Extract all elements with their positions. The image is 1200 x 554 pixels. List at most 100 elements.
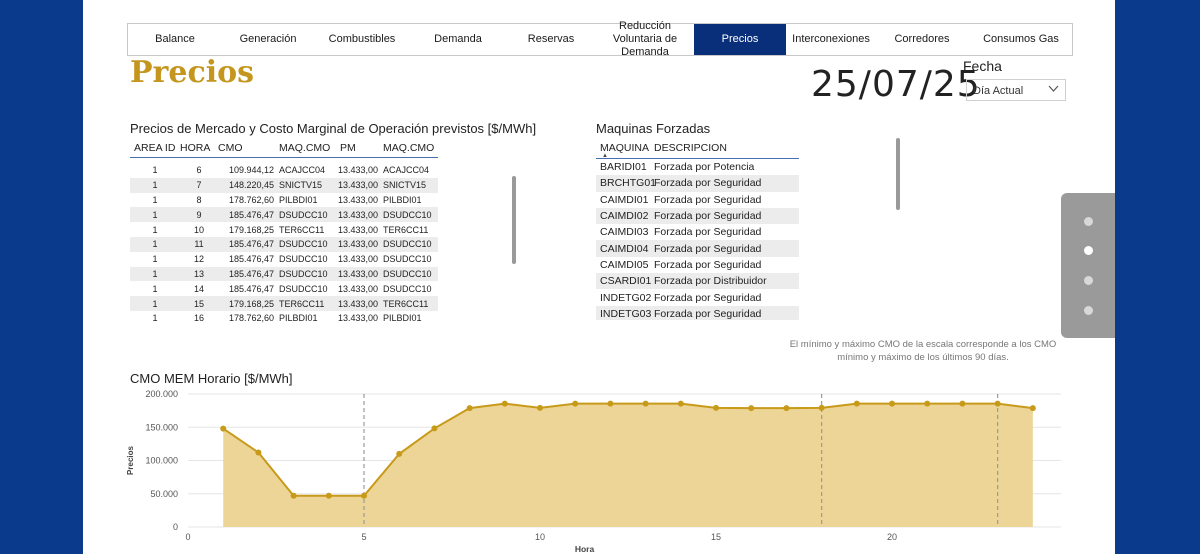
table-row[interactable]: INDETG03 Forzada por Seguridad	[596, 305, 799, 320]
table-row[interactable]: 1 16 178.762,60 PILBDI01 13.433,00 PILBDI01	[130, 311, 438, 326]
data-point[interactable]	[713, 404, 720, 411]
cell-cmo: 185.476,47	[228, 209, 274, 220]
table-row[interactable]: CAIMDI01 Forzada por Seguridad	[596, 192, 799, 208]
cell-cmo: 179.168,25	[228, 224, 274, 235]
data-point[interactable]	[677, 400, 684, 407]
maq-table-scrollbar[interactable]	[896, 138, 900, 210]
data-point[interactable]	[431, 425, 438, 432]
prices-table-body: 1 6 109.944,12 ACAJCC04 13.433,00 ACAJCC04 1 7 1…	[130, 163, 438, 326]
data-point[interactable]	[642, 400, 649, 407]
y-tick-label: 200.000	[145, 389, 178, 399]
tab-interconexiones[interactable]: Interconexiones	[792, 33, 870, 45]
cell-maq-cmo: SNICTV15	[279, 180, 323, 191]
data-point[interactable]	[783, 405, 790, 412]
cell-hora: 7	[196, 180, 202, 191]
table-row[interactable]: CAIMDI04 Forzada por Seguridad	[596, 240, 799, 257]
cell-maquina: CSARDI01	[600, 275, 652, 288]
cell-area-id: 1	[152, 194, 158, 205]
cell-cmo: 179.168,25	[228, 298, 274, 309]
data-point[interactable]	[361, 492, 368, 499]
col-header-maquina[interactable]: MAQUINA	[600, 142, 650, 154]
cell-maq-cmo-2: ACAJCC04	[383, 165, 430, 176]
table-row[interactable]: 1 6 109.944,12 ACAJCC04 13.433,00 ACAJCC04	[130, 163, 438, 178]
tab-precios[interactable]: Precios	[694, 24, 786, 55]
table-row[interactable]: BRCHTG01 Forzada por Seguridad	[596, 175, 799, 192]
data-point[interactable]	[255, 449, 262, 456]
col-header-maq-cmo[interactable]: MAQ.CMO	[279, 141, 331, 154]
data-point[interactable]	[466, 405, 473, 412]
cell-pm: 13.433,00	[337, 209, 378, 220]
table-row[interactable]: INDETG02 Forzada por Seguridad	[596, 289, 799, 305]
page-nav-dot-2[interactable]	[1084, 246, 1093, 255]
table-row[interactable]: CAIMDI02 Forzada por Seguridad	[596, 207, 799, 225]
fecha-dropdown[interactable]: Día Actual	[966, 79, 1066, 101]
tab-generacion[interactable]: Generación	[239, 33, 297, 45]
data-point[interactable]	[924, 400, 931, 407]
data-point[interactable]	[572, 400, 579, 407]
prices-table-scrollbar[interactable]	[512, 176, 516, 264]
cell-maq-cmo-2: DSUDCC10	[383, 239, 432, 250]
cell-maq-cmo: PILBDI01	[279, 313, 318, 324]
tab-balance[interactable]: Balance	[155, 33, 195, 45]
col-header-cmo[interactable]: CMO	[218, 141, 243, 154]
maq-table-body: BARIDI01 Forzada por Potencia BRCHTG01 Forz…	[596, 159, 799, 320]
page-nav-dot-4[interactable]	[1084, 306, 1093, 315]
col-header-area-id[interactable]: AREA ID	[134, 141, 176, 154]
tab-corredores[interactable]: Corredores	[894, 33, 950, 45]
data-point[interactable]	[818, 404, 825, 411]
data-point[interactable]	[1029, 405, 1036, 412]
tab-demanda[interactable]: Demanda	[434, 33, 482, 45]
table-row[interactable]: 1 14 185.476,47 DSUDCC10 13.433,00 DSUDCC10	[130, 281, 438, 296]
y-tick-label: 50.000	[150, 489, 178, 499]
cell-maquina: BARIDI01	[600, 161, 647, 174]
table-row[interactable]: 1 8 178.762,60 PILBDI01 13.433,00 PILBDI01	[130, 193, 438, 208]
col-header-descripcion[interactable]: DESCRIPCION	[654, 142, 727, 154]
data-point[interactable]	[748, 405, 755, 412]
tab-reservas[interactable]: Reservas	[527, 33, 575, 45]
table-row[interactable]: CAIMDI03 Forzada por Seguridad	[596, 224, 799, 240]
data-point[interactable]	[325, 492, 332, 499]
table-row[interactable]: 1 9 185.476,47 DSUDCC10 13.433,00 DSUDCC10	[130, 207, 438, 223]
data-point[interactable]	[290, 492, 297, 499]
table-row[interactable]: 1 7 148.220,45 SNICTV15 13.433,00 SNICTV15	[130, 177, 438, 193]
cell-descripcion: Forzada por Seguridad	[654, 210, 762, 223]
data-point[interactable]	[889, 400, 896, 407]
table-row[interactable]: CAIMDI05 Forzada por Seguridad	[596, 257, 799, 273]
table-row[interactable]: CSARDI01 Forzada por Distribuidor	[596, 273, 799, 290]
data-point[interactable]	[959, 400, 966, 407]
cell-maq-cmo-2: DSUDCC10	[383, 254, 432, 265]
col-header-pm[interactable]: PM	[340, 141, 356, 154]
data-point[interactable]	[537, 404, 544, 411]
cell-area-id: 1	[152, 239, 158, 250]
data-point[interactable]	[853, 400, 860, 407]
page-nav-dot-1[interactable]	[1084, 217, 1093, 226]
col-header-maq-cmo-2[interactable]: MAQ.CMO	[383, 141, 435, 154]
cell-cmo: 178.762,60	[228, 313, 274, 324]
cell-maquina: CAIMDI01	[600, 193, 649, 206]
page-nav-dot-3[interactable]	[1084, 276, 1093, 285]
cell-maquina: CAIMDI04	[600, 242, 649, 255]
area-fill	[223, 403, 1033, 527]
tab-reduccion-voluntaria-de-demanda[interactable]: Reducción Voluntaria de Demanda	[612, 20, 678, 58]
data-point[interactable]	[220, 425, 227, 432]
cell-pm: 13.433,00	[337, 313, 378, 324]
cell-descripcion: Forzada por Seguridad	[654, 307, 762, 320]
data-point[interactable]	[501, 400, 508, 407]
data-point[interactable]	[994, 400, 1001, 407]
cell-pm: 13.433,00	[337, 283, 378, 294]
data-point[interactable]	[396, 450, 403, 457]
table-row[interactable]: 1 15 179.168,25 TER6CC11 13.433,00 TER6CC11	[130, 296, 438, 311]
tab-consumos-gas[interactable]: Consumos Gas	[983, 33, 1059, 45]
col-header-hora[interactable]: HORA	[180, 141, 211, 154]
maq-table-header: MAQUINA DESCRIPCION ▲	[596, 138, 799, 159]
table-row[interactable]: 1 10 179.168,25 TER6CC11 13.433,00 TER6CC11	[130, 222, 438, 237]
prices-table-title: Precios de Mercado y Costo Marginal de O…	[130, 121, 537, 136]
table-row[interactable]: 1 12 185.476,47 DSUDCC10 13.433,00 DSUDCC10	[130, 252, 438, 267]
table-row[interactable]: 1 11 185.476,47 DSUDCC10 13.433,00 DSUDCC10	[130, 236, 438, 252]
data-point[interactable]	[607, 400, 614, 407]
cell-cmo: 185.476,47	[228, 283, 274, 294]
table-row[interactable]: BARIDI01 Forzada por Potencia	[596, 159, 799, 175]
cell-descripcion: Forzada por Seguridad	[654, 291, 762, 304]
table-row[interactable]: 1 13 185.476,47 DSUDCC10 13.433,00 DSUDCC10	[130, 266, 438, 282]
tab-combustibles[interactable]: Combustibles	[328, 33, 396, 45]
